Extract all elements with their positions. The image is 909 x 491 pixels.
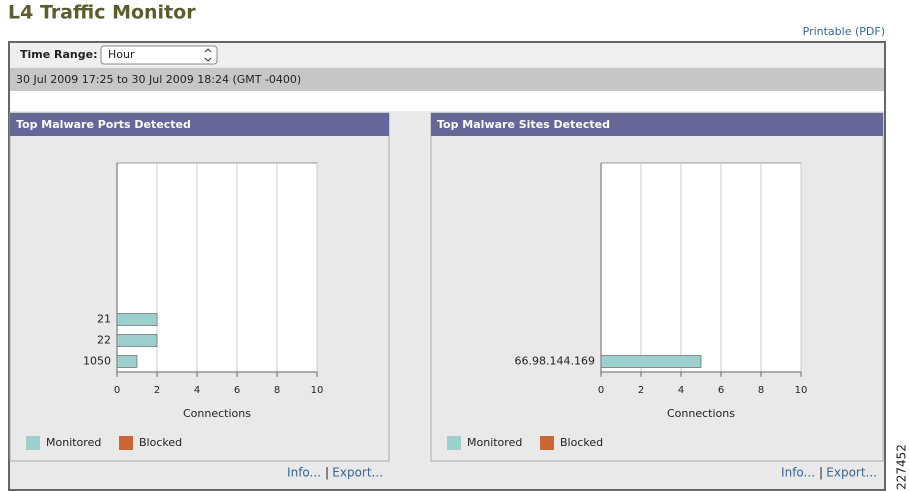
- panel-title: Top Malware Sites Detected: [437, 118, 610, 131]
- legend-swatch: [540, 436, 554, 450]
- date-range: 30 Jul 2009 17:25 to 30 Jul 2009 18:24 (…: [16, 73, 301, 86]
- x-tick-label: 8: [274, 385, 280, 396]
- x-tick-label: 4: [678, 385, 684, 396]
- x-tick-label: 6: [718, 385, 724, 396]
- x-tick-label: 8: [758, 385, 764, 396]
- info-link[interactable]: Info...: [287, 466, 321, 480]
- y-tick-label: 66.98.144.169: [515, 355, 595, 368]
- x-tick-label: 0: [598, 385, 604, 396]
- side-number: 227452: [895, 444, 909, 490]
- legend-label: Monitored: [46, 436, 101, 449]
- info-link[interactable]: Info...: [781, 466, 815, 480]
- x-tick-label: 10: [311, 385, 324, 396]
- export-link[interactable]: Export...: [332, 466, 383, 480]
- y-tick-label: 21: [97, 313, 111, 326]
- bar: [116, 313, 158, 326]
- x-tick-label: 2: [638, 385, 644, 396]
- panel-header: [431, 113, 883, 136]
- legend-label: Blocked: [560, 436, 603, 449]
- select-arrows: [204, 48, 212, 62]
- bar: [116, 334, 158, 347]
- legend-label: Blocked: [139, 436, 182, 449]
- y-tick-label: 22: [97, 334, 111, 347]
- separator: |: [819, 466, 823, 480]
- x-tick-label: 2: [154, 385, 160, 396]
- x-axis-label: Connections: [183, 407, 251, 420]
- printable-link[interactable]: Printable (PDF): [803, 25, 885, 38]
- plot-area: [600, 162, 802, 373]
- x-tick-label: 4: [194, 385, 200, 396]
- separator: |: [325, 466, 329, 480]
- page-title: L4 Traffic Monitor: [8, 2, 196, 24]
- x-axis-label: Connections: [667, 407, 735, 420]
- time-range-label: Time Range:: [20, 48, 97, 61]
- time-range-value[interactable]: Hour: [108, 48, 135, 61]
- y-tick-label: 1050: [83, 355, 111, 368]
- spacer: [10, 91, 884, 111]
- legend-swatch: [26, 436, 40, 450]
- x-tick-label: 6: [234, 385, 240, 396]
- legend-label: Monitored: [467, 436, 522, 449]
- export-link[interactable]: Export...: [826, 466, 877, 480]
- x-tick-label: 0: [114, 385, 120, 396]
- legend-swatch: [447, 436, 461, 450]
- x-tick-label: 10: [795, 385, 808, 396]
- panel-title: Top Malware Ports Detected: [16, 118, 191, 131]
- panel-header: [10, 113, 389, 136]
- legend-swatch: [119, 436, 133, 450]
- bar: [600, 355, 702, 368]
- bar: [116, 355, 138, 368]
- time-range-select[interactable]: [100, 45, 218, 65]
- date-bar: [10, 68, 884, 91]
